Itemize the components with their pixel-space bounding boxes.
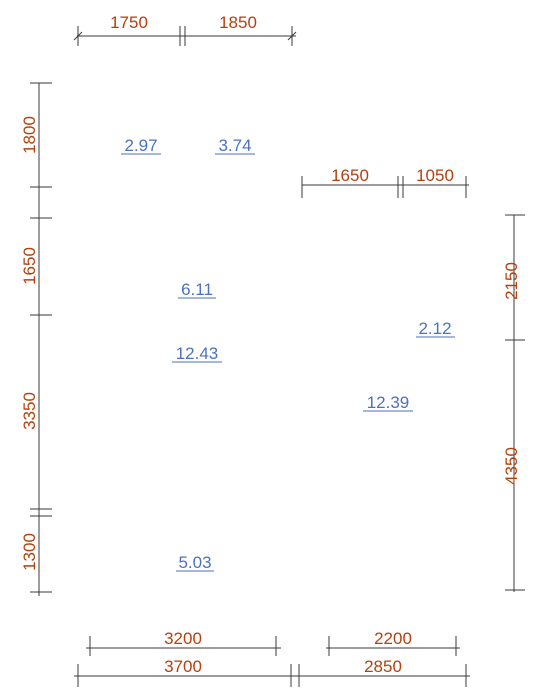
dim-top-1: 1750 [110, 13, 148, 32]
dim-bottom-inner-1: 3200 [164, 629, 202, 648]
dim-right-1: 2150 [502, 262, 521, 300]
dim-left-2: 1650 [20, 247, 39, 285]
right-dimension-chain: 2150 4350 [502, 214, 525, 592]
top-dimension-chain: 1750 1850 [73, 13, 297, 46]
room-area-label[interactable]: 6.11 [181, 280, 213, 299]
room-area-label[interactable]: 12.39 [367, 393, 410, 412]
dim-right-top-1: 1650 [331, 166, 369, 185]
room-area-label[interactable]: 5.03 [178, 553, 211, 572]
dim-bottom-inner-2: 2200 [374, 629, 412, 648]
dim-bottom-outer-2: 2850 [364, 657, 402, 676]
bottom-outer-dimension-chain: 3700 2850 [74, 657, 470, 687]
dim-left-1: 1800 [20, 116, 39, 154]
room-area-labels: 2.97 3.74 6.11 12.43 2.12 12.39 5.03 [121, 136, 455, 572]
room-area-label[interactable]: 2.97 [124, 136, 157, 155]
dim-bottom-outer-1: 3700 [164, 657, 202, 676]
dim-right-top-2: 1050 [416, 166, 454, 185]
bottom-inner-dimension-chain: 3200 2200 [86, 629, 460, 656]
dim-left-4: 1300 [20, 533, 39, 571]
dim-left-3: 3350 [20, 392, 39, 430]
left-dimension-chain: 1800 1650 3350 1300 [20, 82, 52, 596]
room-area-label[interactable]: 3.74 [218, 136, 251, 155]
room-area-label[interactable]: 2.12 [418, 319, 451, 338]
room-area-label[interactable]: 12.43 [176, 344, 219, 363]
dim-top-2: 1850 [219, 13, 257, 32]
right-top-dimension-chain: 1650 1050 [301, 166, 469, 198]
dim-right-2: 4350 [502, 447, 521, 485]
